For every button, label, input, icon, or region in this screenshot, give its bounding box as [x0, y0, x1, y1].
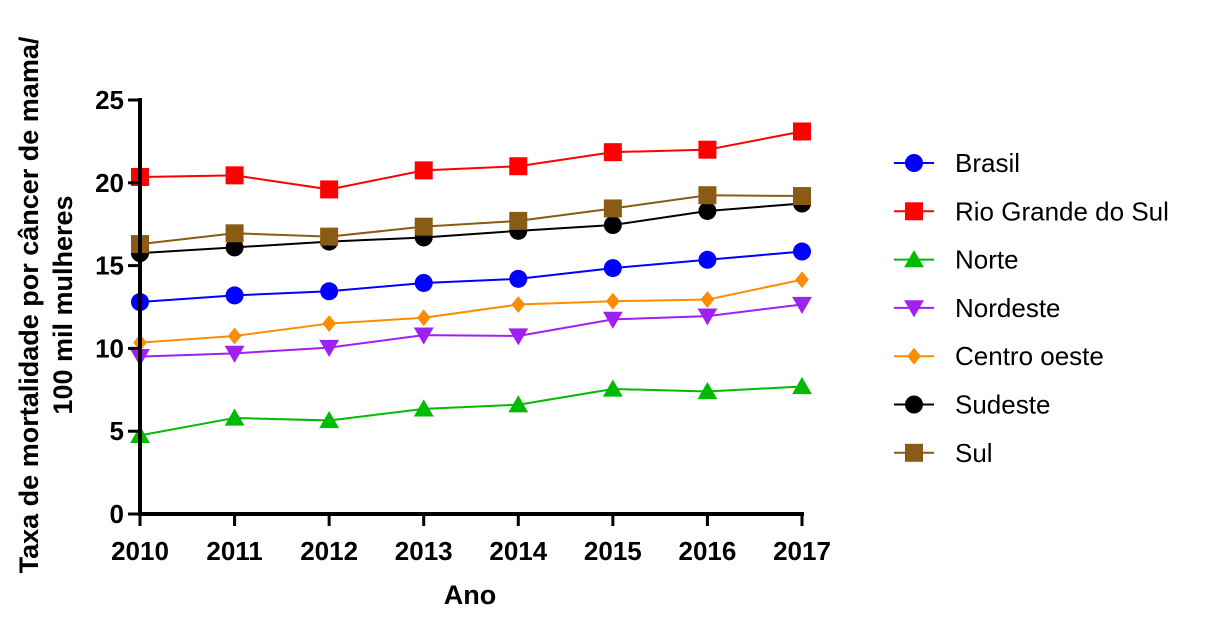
data-point: [224, 345, 245, 363]
legend-label: Sul: [955, 438, 993, 468]
data-point: [698, 250, 717, 269]
series-sul: [131, 186, 811, 254]
data-point: [603, 199, 622, 218]
data-point: [224, 408, 245, 426]
legend-label: Rio Grande do Sul: [955, 196, 1169, 226]
x-tick-label: 2017: [773, 536, 831, 566]
data-point: [225, 238, 244, 257]
data-point: [698, 140, 717, 159]
data-point: [414, 161, 433, 180]
legend-label: Centro oeste: [955, 341, 1104, 371]
data-point: [603, 216, 622, 235]
data-point: [602, 311, 623, 329]
data-point: [227, 327, 242, 345]
y-tick-label: 5: [110, 416, 124, 446]
series-norte: [130, 377, 812, 443]
series-line: [139, 130, 803, 191]
series-line: [139, 303, 803, 358]
data-point: [413, 327, 434, 345]
series-brasil: [131, 242, 811, 312]
legend-marker: [904, 250, 924, 268]
data-point: [509, 211, 528, 230]
plot-area: [130, 122, 812, 443]
data-point: [414, 273, 433, 292]
y-tick-label: 25: [95, 85, 124, 115]
data-point: [225, 286, 244, 305]
data-point: [320, 227, 339, 246]
legend-item: Norte: [894, 245, 1019, 275]
y-axis-title-line1: Taxa de mortalidade por câncer de mama/: [14, 36, 44, 573]
data-point: [792, 377, 812, 395]
series-line: [139, 250, 803, 304]
data-point: [603, 259, 622, 278]
data-point: [697, 308, 718, 326]
data-point: [511, 296, 526, 313]
x-tick-label: 2012: [300, 536, 358, 566]
data-point: [792, 296, 812, 314]
data-point: [414, 217, 433, 236]
legend-marker: [907, 347, 921, 365]
data-point: [509, 157, 528, 176]
legend-item: Sudeste: [894, 390, 1050, 420]
data-point: [225, 166, 244, 185]
data-point: [698, 186, 717, 205]
data-point: [795, 271, 809, 289]
x-tick-label: 2011: [206, 536, 262, 566]
data-point: [416, 309, 431, 327]
legend: Brasil Rio Grande do Sul Norte Nordeste Cent…: [894, 148, 1169, 468]
series-line: [139, 194, 803, 246]
series-line: [139, 278, 803, 344]
data-point: [603, 143, 622, 162]
y-tick-label: 15: [95, 251, 124, 281]
data-point: [319, 339, 340, 358]
data-point: [793, 242, 811, 261]
x-tick-label: 2013: [395, 536, 453, 566]
series-line: [139, 202, 803, 255]
data-point: [320, 282, 339, 301]
data-point: [320, 180, 339, 199]
data-point: [508, 395, 529, 413]
legend-marker: [905, 202, 923, 221]
series-nordeste: [130, 296, 812, 367]
x-tick-label: 2010: [111, 536, 169, 566]
axes: 0 5 10 15 20 25 2010 2011 2012 2013 2014 2015 2016 20…: [95, 85, 831, 566]
data-point: [602, 379, 623, 397]
series-line: [139, 385, 803, 437]
data-point: [322, 315, 336, 332]
data-point: [225, 224, 244, 243]
legend-item: Brasil: [894, 148, 1020, 178]
data-point: [606, 292, 620, 310]
data-point: [509, 269, 528, 288]
x-axis-title: Ano: [444, 580, 496, 610]
legend-item: Centro oeste: [894, 341, 1104, 371]
legend-label: Nordeste: [955, 293, 1061, 323]
legend-label: Sudeste: [955, 390, 1050, 420]
data-point: [413, 399, 434, 417]
data-point: [508, 328, 529, 346]
data-point: [698, 201, 717, 220]
y-tick-label: 20: [95, 168, 124, 198]
legend-marker: [904, 300, 924, 318]
legend-item: Rio Grande do Sul: [894, 196, 1169, 226]
legend-marker: [905, 154, 923, 172]
data-point: [319, 410, 340, 429]
data-point: [700, 291, 715, 308]
x-tick-label: 2014: [489, 536, 547, 566]
legend-item: Nordeste: [894, 293, 1061, 323]
x-tick-label: 2015: [584, 536, 642, 566]
legend-label: Norte: [955, 245, 1019, 275]
x-tick-label: 2016: [679, 536, 737, 566]
data-point: [793, 187, 811, 206]
legend-item: Sul: [894, 438, 993, 468]
legend-label: Brasil: [955, 148, 1020, 178]
y-tick-label: 0: [110, 499, 124, 529]
y-axis-title-line2: 100 mil mulheres: [48, 195, 78, 414]
data-point: [793, 122, 811, 141]
legend-marker: [905, 395, 923, 414]
data-point: [697, 382, 718, 400]
legend-marker: [905, 443, 923, 462]
y-tick-label: 10: [95, 333, 124, 363]
